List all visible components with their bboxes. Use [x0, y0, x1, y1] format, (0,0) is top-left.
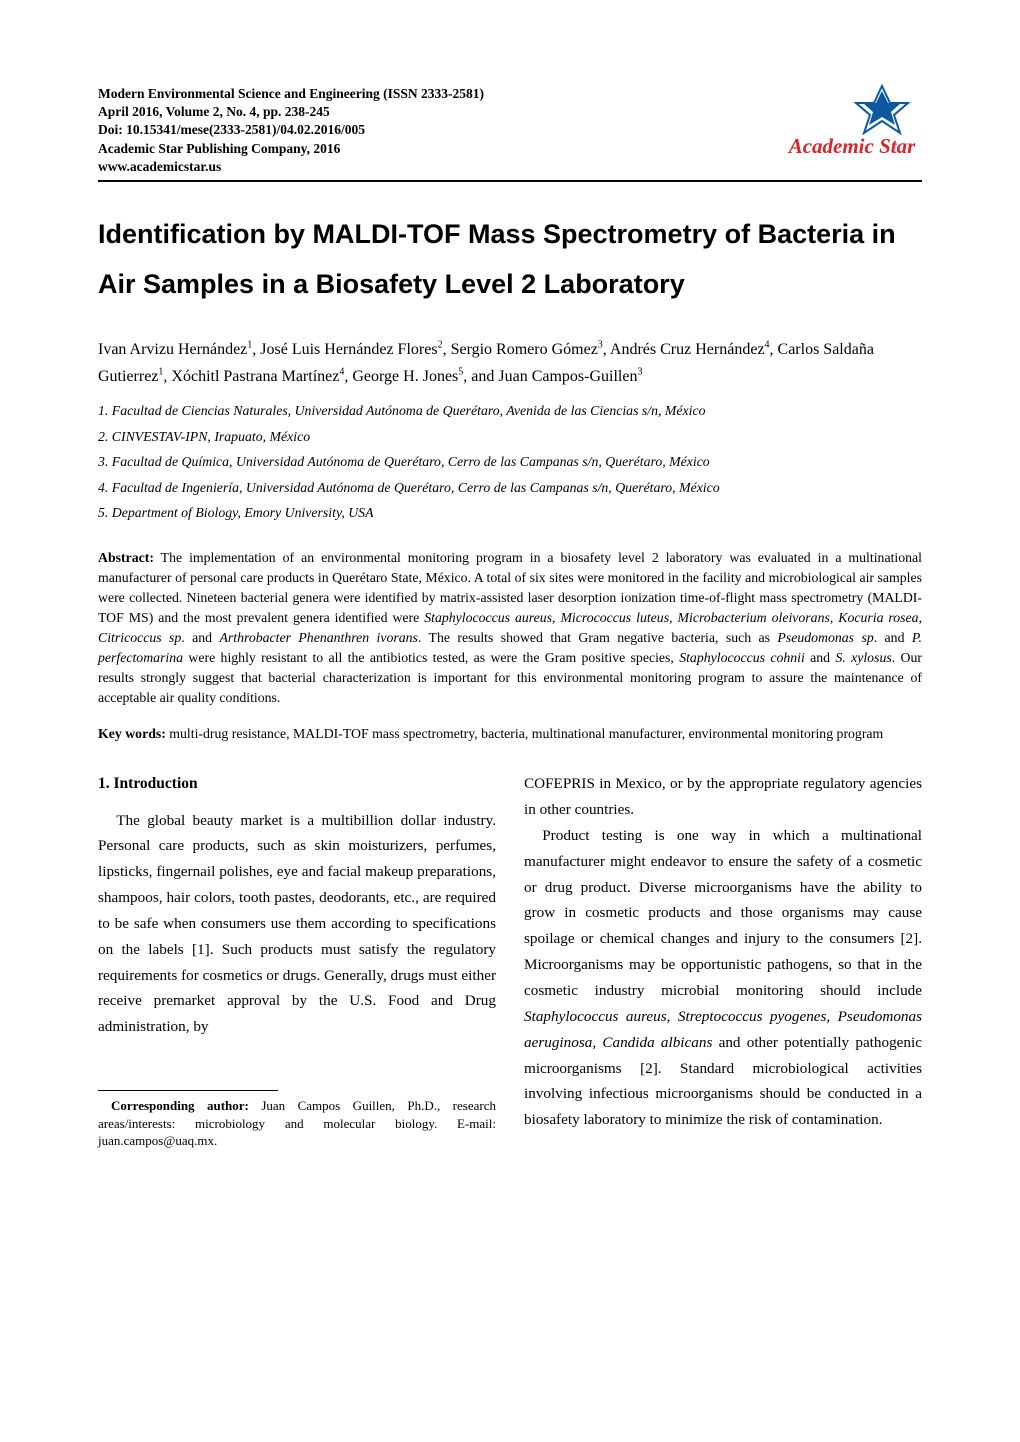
affiliations-list: 1. Facultad de Ciencias Naturales, Unive…: [98, 398, 922, 526]
issue-info: April 2016, Volume 2, No. 4, pp. 238-245: [98, 103, 484, 121]
footnote-label: Corresponding author:: [111, 1098, 249, 1113]
corresponding-author-footnote: Corresponding author: Juan Campos Guille…: [98, 1097, 496, 1150]
section-heading: 1. Introduction: [98, 771, 496, 797]
abstract-block: Abstract: The implementation of an envir…: [98, 548, 922, 708]
publisher-info: Academic Star Publishing Company, 2016: [98, 140, 484, 158]
affiliation: 3. Facultad de Química, Universidad Autó…: [98, 449, 922, 475]
keywords-label: Key words:: [98, 726, 166, 741]
affiliation: 1. Facultad de Ciencias Naturales, Unive…: [98, 398, 922, 424]
keywords-text: multi-drug resistance, MALDI-TOF mass sp…: [166, 726, 883, 741]
body-columns: 1. Introduction The global beauty market…: [98, 771, 922, 1150]
author: , Sergio Romero Gómez3: [443, 341, 603, 358]
keywords-block: Key words: multi-drug resistance, MALDI-…: [98, 724, 922, 743]
paper-title: Identification by MALDI-TOF Mass Spectro…: [98, 210, 922, 310]
author: , Xóchitl Pastrana Martínez4: [163, 368, 344, 385]
author: Ivan Arvizu Hernández1: [98, 341, 252, 358]
author: , George H. Jones5: [344, 368, 463, 385]
author: , José Luis Hernández Flores2: [252, 341, 442, 358]
affiliation: 4. Facultad de Ingeniería, Universidad A…: [98, 475, 922, 501]
abstract-text: The implementation of an environmental m…: [98, 550, 922, 705]
body-paragraph: COFEPRIS in Mexico, or by the appropriat…: [524, 771, 922, 823]
doi-info: Doi: 10.15341/mese(2333-2581)/04.02.2016…: [98, 121, 484, 139]
author: , and Juan Campos-Guillen3: [463, 368, 642, 385]
body-paragraph: The global beauty market is a multibilli…: [98, 808, 496, 1041]
footnote-rule: [98, 1090, 278, 1091]
logo-text: Academic Star: [787, 134, 916, 158]
journal-meta: Modern Environmental Science and Enginee…: [98, 85, 484, 176]
left-column: 1. Introduction The global beauty market…: [98, 771, 496, 1150]
abstract-label: Abstract:: [98, 550, 154, 565]
body-paragraph: Product testing is one way in which a mu…: [524, 823, 922, 1133]
journal-header: Modern Environmental Science and Enginee…: [98, 85, 922, 182]
affiliation: 2. CINVESTAV-IPN, Irapuato, México: [98, 424, 922, 450]
paper-page: Modern Environmental Science and Enginee…: [0, 0, 1020, 1210]
journal-name: Modern Environmental Science and Enginee…: [98, 85, 484, 103]
author: , Andrés Cruz Hernández4: [603, 341, 770, 358]
affiliation: 5. Department of Biology, Emory Universi…: [98, 500, 922, 526]
logo-star-icon: [856, 86, 908, 133]
publisher-logo: Academic Star: [782, 81, 922, 161]
right-column: COFEPRIS in Mexico, or by the appropriat…: [524, 771, 922, 1150]
authors-list: Ivan Arvizu Hernández1, José Luis Hernán…: [98, 336, 922, 390]
publisher-url: www.academicstar.us: [98, 158, 484, 176]
